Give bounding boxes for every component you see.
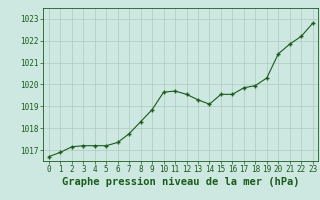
X-axis label: Graphe pression niveau de la mer (hPa): Graphe pression niveau de la mer (hPa)	[62, 177, 300, 187]
